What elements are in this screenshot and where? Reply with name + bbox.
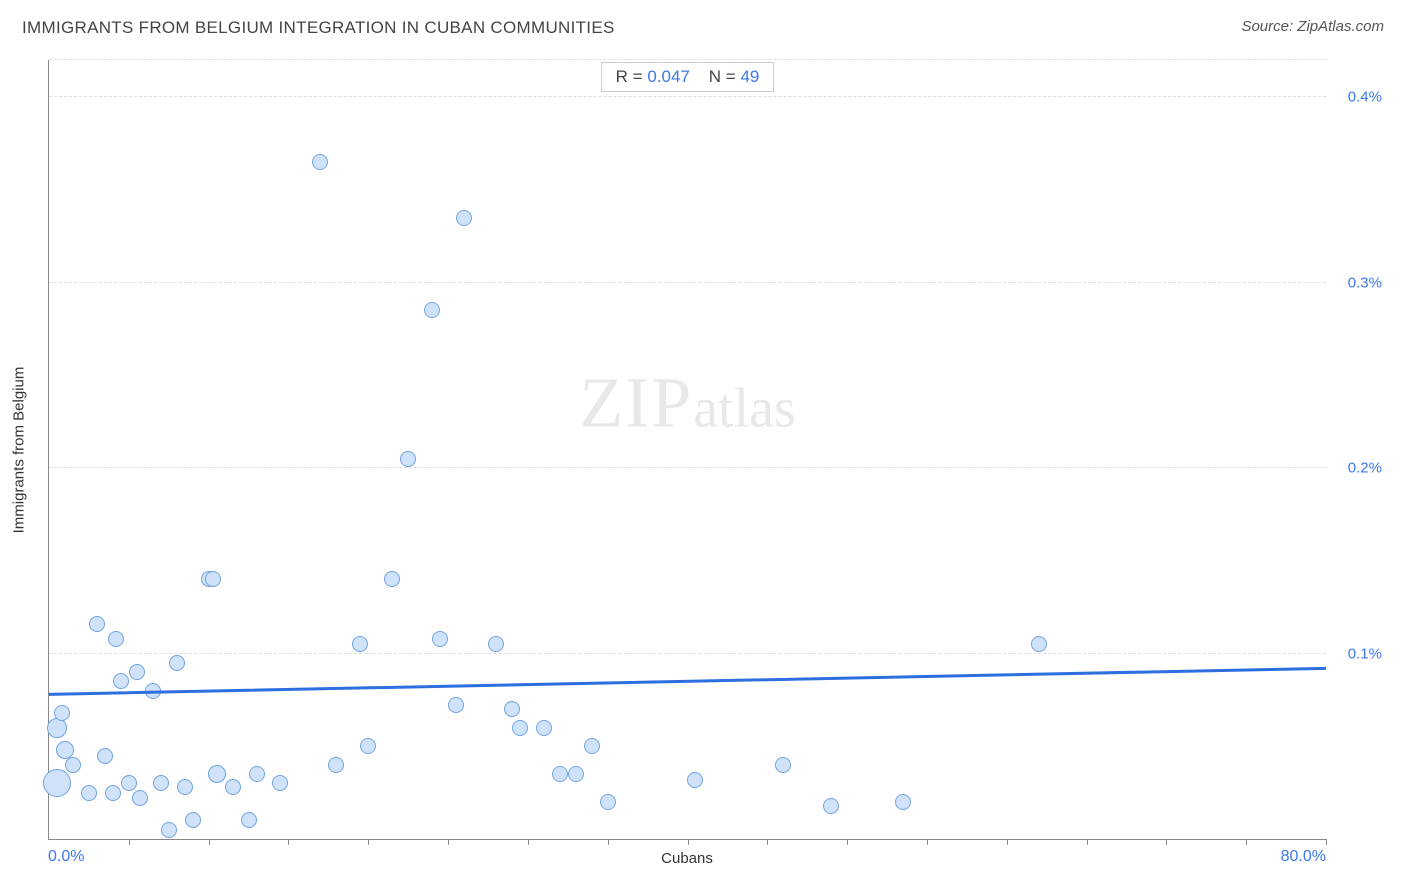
scatter-point xyxy=(600,794,616,810)
x-tick xyxy=(1326,839,1327,845)
scatter-point xyxy=(81,785,97,801)
watermark: ZIPatlas xyxy=(579,361,796,444)
scatter-point xyxy=(552,766,568,782)
scatter-point xyxy=(448,697,464,713)
scatter-point xyxy=(105,785,121,801)
gridline xyxy=(49,59,1326,60)
scatter-point xyxy=(169,655,185,671)
scatter-point xyxy=(129,664,145,680)
x-axis-label: Cubans xyxy=(661,850,713,867)
scatter-point xyxy=(145,683,161,699)
y-tick-label: 0.2% xyxy=(1348,460,1382,477)
n-value: 49 xyxy=(740,67,759,86)
chart-title: IMMIGRANTS FROM BELGIUM INTEGRATION IN C… xyxy=(22,18,615,38)
scatter-point xyxy=(121,775,137,791)
scatter-point xyxy=(177,779,193,795)
scatter-point xyxy=(249,766,265,782)
scatter-point xyxy=(488,636,504,652)
scatter-point xyxy=(424,302,440,318)
scatter-point xyxy=(65,757,81,773)
gridline xyxy=(49,653,1326,654)
scatter-point xyxy=(352,636,368,652)
n-label: N = xyxy=(709,67,736,86)
scatter-point xyxy=(185,812,201,828)
scatter-point xyxy=(312,154,328,170)
gridline xyxy=(49,282,1326,283)
plot-area: ZIPatlas R = 0.047 N = 49 Immigrants fro… xyxy=(48,60,1326,840)
x-range-max: 80.0% xyxy=(1281,848,1326,866)
x-range-min: 0.0% xyxy=(48,848,84,866)
scatter-point xyxy=(113,673,129,689)
scatter-point xyxy=(504,701,520,717)
stats-box: R = 0.047 N = 49 xyxy=(601,62,775,92)
x-axis-area: Cubans 0.0% 80.0% xyxy=(48,840,1326,880)
scatter-point xyxy=(225,779,241,795)
gridline xyxy=(49,467,1326,468)
scatter-point xyxy=(208,765,226,783)
scatter-point xyxy=(132,790,148,806)
scatter-point xyxy=(895,794,911,810)
y-axis-label: Immigrants from Belgium xyxy=(11,366,28,533)
y-tick-label: 0.3% xyxy=(1348,274,1382,291)
scatter-point xyxy=(1031,636,1047,652)
y-tick-label: 0.1% xyxy=(1348,645,1382,662)
scatter-point xyxy=(823,798,839,814)
scatter-point xyxy=(272,775,288,791)
scatter-point xyxy=(241,812,257,828)
scatter-point xyxy=(360,738,376,754)
scatter-point xyxy=(97,748,113,764)
regression-line xyxy=(49,60,1326,839)
scatter-point xyxy=(384,571,400,587)
watermark-big: ZIP xyxy=(579,362,693,442)
scatter-point xyxy=(43,769,71,797)
scatter-point xyxy=(400,451,416,467)
scatter-point xyxy=(153,775,169,791)
scatter-point xyxy=(108,631,124,647)
scatter-point xyxy=(47,718,67,738)
y-tick-label: 0.4% xyxy=(1348,89,1382,106)
scatter-point xyxy=(568,766,584,782)
scatter-point xyxy=(456,210,472,226)
r-value: 0.047 xyxy=(647,67,690,86)
scatter-point xyxy=(328,757,344,773)
scatter-point xyxy=(205,571,221,587)
scatter-point xyxy=(584,738,600,754)
scatter-point xyxy=(775,757,791,773)
chart-container: ZIPatlas R = 0.047 N = 49 Immigrants fro… xyxy=(48,60,1386,840)
scatter-point xyxy=(161,822,177,838)
scatter-point xyxy=(89,616,105,632)
scatter-point xyxy=(512,720,528,736)
gridline xyxy=(49,96,1326,97)
source-attribution: Source: ZipAtlas.com xyxy=(1241,18,1384,35)
scatter-point xyxy=(687,772,703,788)
r-label: R = xyxy=(616,67,643,86)
watermark-small: atlas xyxy=(693,377,796,439)
scatter-point xyxy=(54,705,70,721)
scatter-point xyxy=(432,631,448,647)
scatter-point xyxy=(536,720,552,736)
